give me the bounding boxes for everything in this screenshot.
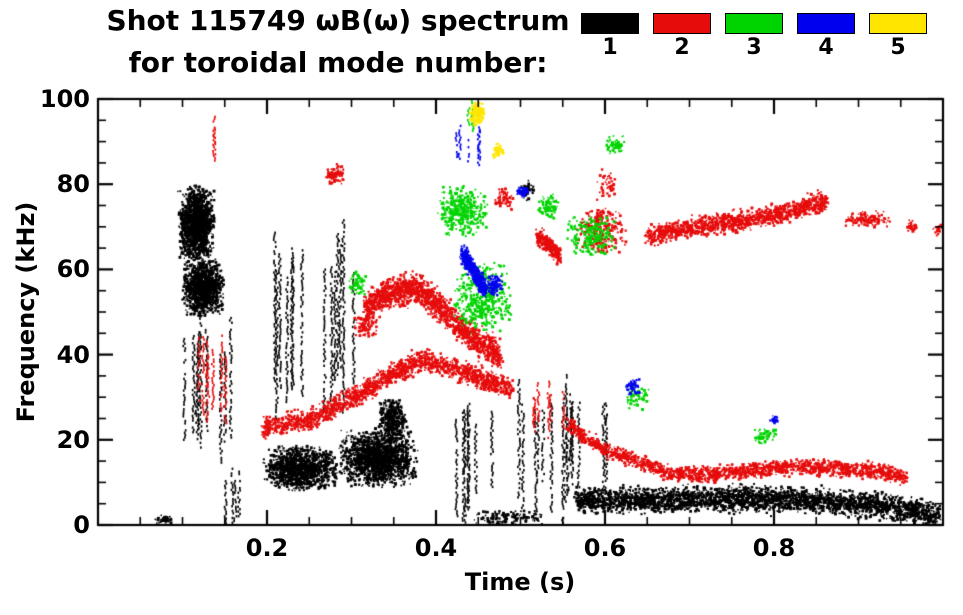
x-tick-label: 0.6 bbox=[583, 534, 627, 562]
legend-swatch bbox=[797, 13, 855, 34]
legend-item: 1 bbox=[581, 13, 639, 60]
legend-item: 2 bbox=[653, 13, 711, 60]
legend-swatch bbox=[725, 13, 783, 34]
x-axis-label: Time (s) bbox=[464, 568, 576, 596]
legend-label: 5 bbox=[890, 35, 906, 60]
y-axis-label: Frequency (kHz) bbox=[12, 201, 40, 423]
y-tick-label: 60 bbox=[56, 255, 90, 284]
chart-subtitle: for toroidal mode number: bbox=[128, 46, 548, 79]
y-tick-label: 40 bbox=[56, 340, 90, 369]
legend-label: 4 bbox=[818, 35, 834, 60]
x-tick-label: 0.8 bbox=[752, 534, 796, 562]
legend-swatch bbox=[869, 13, 927, 34]
chart-title: Shot 115749 ωB(ω) spectrum bbox=[106, 4, 570, 37]
y-tick-label: 100 bbox=[39, 85, 90, 113]
legend: 1 2 3 4 5 bbox=[581, 13, 927, 60]
y-tick-label: 80 bbox=[56, 170, 90, 199]
x-tick-label: 0.4 bbox=[414, 534, 458, 562]
legend-item: 5 bbox=[869, 13, 927, 60]
chart-title-block: Shot 115749 ωB(ω) spectrum for toroidal … bbox=[88, 4, 588, 79]
legend-label: 1 bbox=[602, 35, 618, 60]
legend-label: 2 bbox=[674, 35, 690, 60]
legend-item: 3 bbox=[725, 13, 783, 60]
legend-item: 4 bbox=[797, 13, 855, 60]
legend-swatch bbox=[653, 13, 711, 34]
legend-label: 3 bbox=[746, 35, 762, 60]
legend-swatch bbox=[581, 13, 639, 34]
y-tick-label: 20 bbox=[56, 425, 90, 454]
y-tick-label: 0 bbox=[73, 511, 90, 539]
x-tick-label: 0.2 bbox=[245, 534, 289, 562]
